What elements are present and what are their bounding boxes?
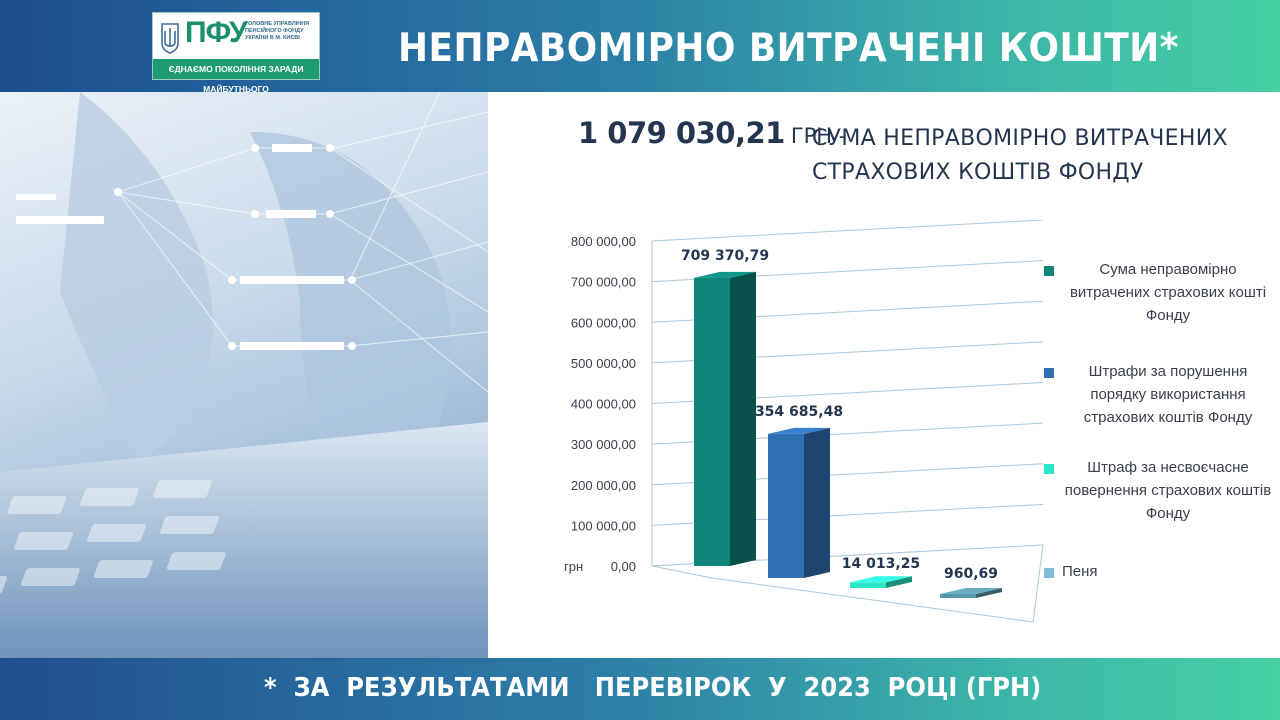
summary-total: 1 079 030,21 ГРН - [578, 116, 846, 150]
data-label-1: 709 370,79 [681, 248, 769, 264]
bar-4 [940, 594, 976, 598]
legend-label: Штраф за несвоєчасне повернення страхови… [1064, 459, 1272, 522]
legend-swatch [1044, 368, 1054, 378]
bar-top-4 [940, 588, 1002, 594]
y-tick-label: 300 000,00 [571, 437, 636, 452]
legend-swatch [1044, 266, 1054, 276]
legend-swatch [1044, 464, 1054, 474]
y-tick-label: 600 000,00 [571, 315, 636, 330]
data-label-3: 14 013,25 [842, 556, 920, 572]
y-axis-label: грн [564, 559, 583, 574]
page-title: НЕПРАВОМІРНО ВИТРАЧЕНІ КОШТИ* [398, 26, 1179, 71]
logo-slogan: ЄДНАЄМО ПОКОЛІННЯ ЗАРАДИ МАЙБУТНЬОГО [153, 59, 319, 94]
legend-label: Штрафи за порушення порядку використання… [1083, 363, 1253, 426]
bar-3 [850, 582, 886, 588]
legend-swatch [1044, 568, 1054, 578]
data-label-4: 960,69 [944, 566, 998, 582]
summary-amount: 1 079 030,21 [578, 116, 785, 150]
bar-side-4 [976, 588, 1002, 598]
chart-floor [651, 544, 1044, 623]
decorative-photo-laptop-hand [0, 92, 488, 658]
legend-label: Сума неправомірно витрачених страхових к… [1069, 261, 1267, 324]
y-tick-label: 100 000,00 [571, 518, 636, 533]
bar-top-2 [768, 427, 830, 434]
bar-side-2 [804, 427, 830, 578]
gridline [651, 220, 1044, 242]
pfu-logo: ПФУ ГОЛОВНЕ УПРАВЛІННЯ ПЕНСІЙНОГО ФОНДУ … [152, 12, 320, 94]
trident-icon [161, 23, 179, 54]
footer-note: * ЗА РЕЗУЛЬТАТАМИ ПЕРЕВІРОК У 2023 РОЦІ … [264, 673, 1042, 703]
logo-description: ГОЛОВНЕ УПРАВЛІННЯ ПЕНСІЙНОГО ФОНДУ УКРА… [245, 21, 310, 41]
bar-1 [694, 277, 730, 566]
bar-side-3 [886, 576, 912, 588]
y-tick-label: 400 000,00 [571, 397, 636, 412]
y-tick-label: 500 000,00 [571, 356, 636, 371]
summary-description: СУМА НЕПРАВОМІРНО ВИТРАЧЕНИХ СТРАХОВИХ К… [812, 126, 1228, 185]
y-tick-label: 800 000,00 [571, 234, 636, 249]
logo-abbreviation: ПФУ [185, 16, 248, 49]
bar-2 [768, 433, 804, 578]
footer-banner: * ЗА РЕЗУЛЬТАТАМИ ПЕРЕВІРОК У 2023 РОЦІ … [0, 658, 1280, 720]
bar-top-1 [694, 271, 756, 278]
legend-label: Пеня [1062, 563, 1098, 580]
y-tick-label: 0,00 [611, 559, 636, 574]
y-tick-label: 200 000,00 [571, 478, 636, 493]
header-banner: ПФУ ГОЛОВНЕ УПРАВЛІННЯ ПЕНСІЙНОГО ФОНДУ … [0, 0, 1280, 94]
data-label-2: 354 685,48 [755, 404, 843, 420]
y-tick-label: 700 000,00 [571, 275, 636, 290]
summary-currency: ГРН - [790, 124, 847, 148]
bar-top-3 [850, 576, 912, 583]
bar-side-1 [730, 271, 756, 566]
bar-chart: 0,00 100 000,00 200 000,00 300 000,00 400 00… [564, 220, 1044, 623]
